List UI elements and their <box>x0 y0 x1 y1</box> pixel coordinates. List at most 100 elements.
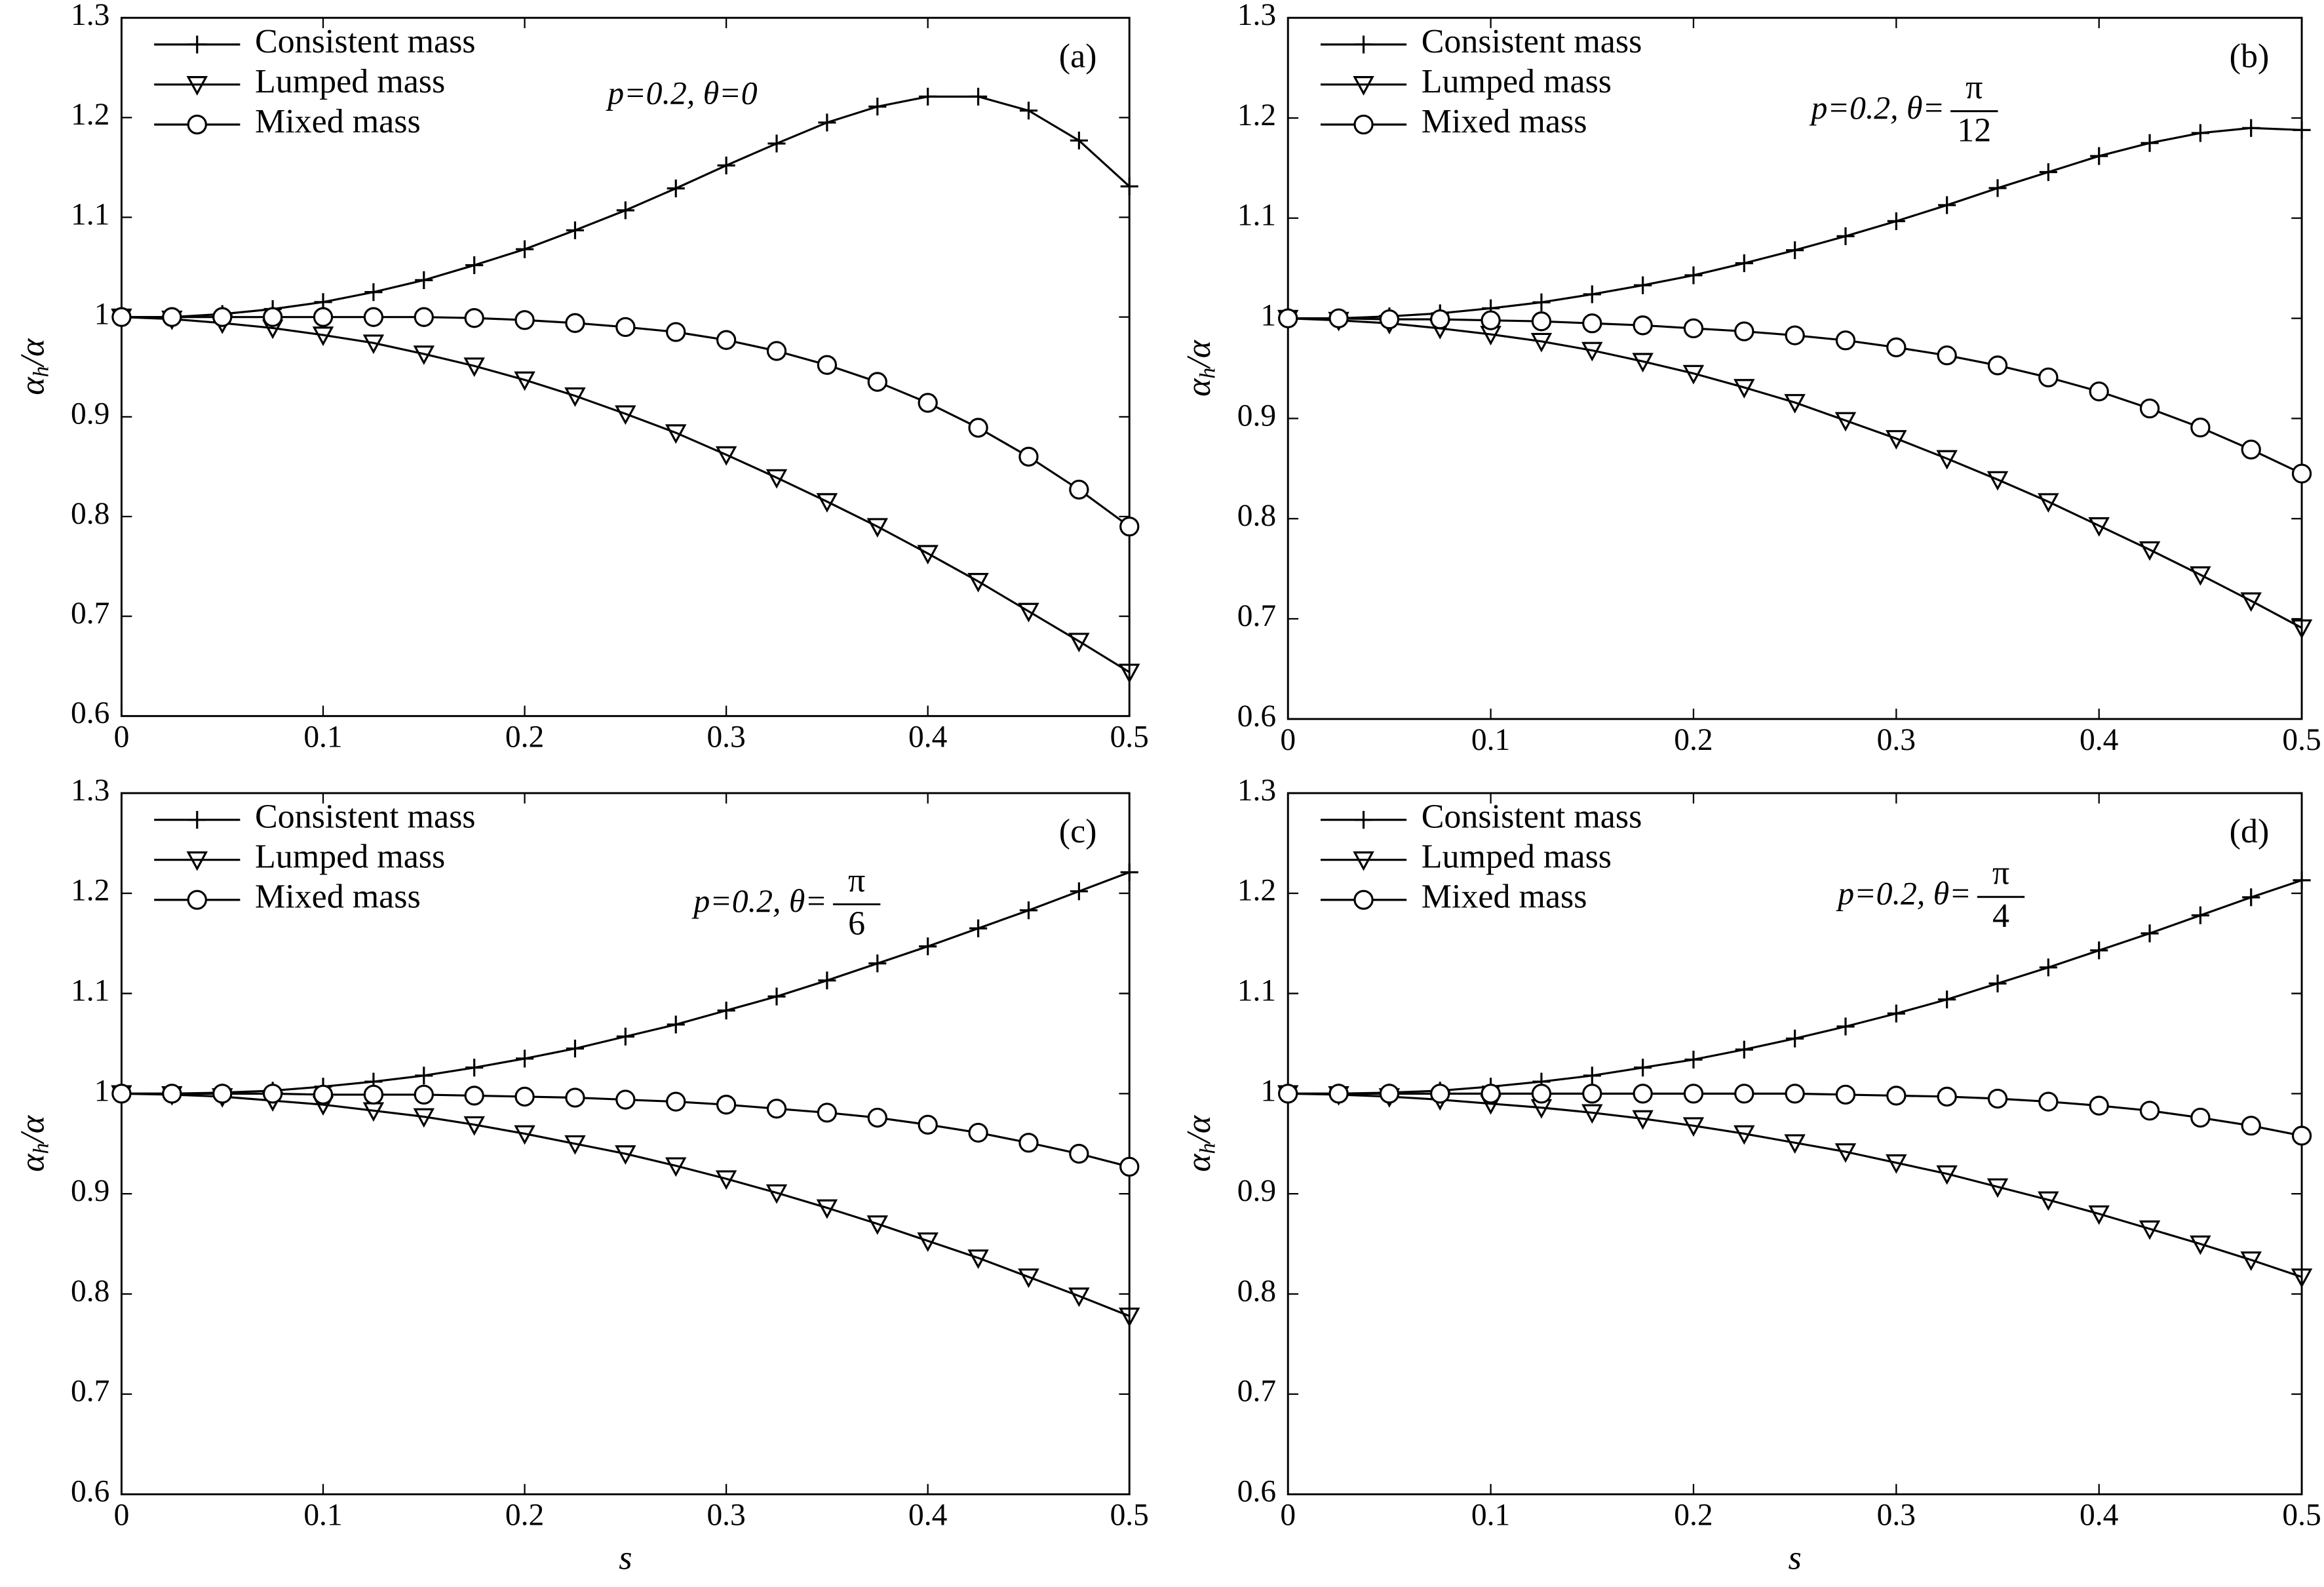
data-point <box>1119 517 1140 537</box>
data-point <box>2293 871 2311 890</box>
y-tick-label: 0.7 <box>71 1375 109 1409</box>
data-point <box>816 1199 838 1219</box>
data-point <box>1119 1156 1140 1177</box>
y-tick-label: 1.1 <box>71 973 109 1008</box>
data-point <box>1634 276 1652 294</box>
data-point <box>2089 1095 2109 1116</box>
x-tick-label: 0 <box>1280 1499 1296 1533</box>
data-point <box>1532 293 1551 311</box>
data-point <box>515 1049 534 1068</box>
data-point <box>615 405 636 425</box>
x-tick-label: 0.3 <box>1877 723 1916 757</box>
data-point <box>917 545 939 565</box>
data-point <box>2038 1091 2059 1112</box>
data-point <box>967 1249 989 1269</box>
data-point <box>1018 602 1039 623</box>
data-point <box>1682 1117 1705 1137</box>
data-point <box>615 1145 636 1165</box>
data-point <box>1069 1143 1089 1164</box>
legend-marker <box>1354 35 1373 54</box>
data-point <box>616 1027 634 1046</box>
x-tick-label: 0.2 <box>1674 1499 1713 1533</box>
data-point <box>2241 1116 2261 1136</box>
data-point <box>465 1059 484 1077</box>
data-point <box>2191 124 2209 142</box>
data-point <box>111 1084 132 1104</box>
y-label-base: α <box>14 1153 51 1172</box>
legend-marker <box>1353 76 1374 96</box>
data-point <box>415 271 433 289</box>
annotation: p=0.2, θ= <box>1810 90 1945 126</box>
data-point <box>1531 1084 1552 1104</box>
y-axis-label: αh/α <box>14 1114 53 1172</box>
data-point <box>1633 1084 1653 1104</box>
data-point <box>918 1114 938 1135</box>
data-point <box>414 1084 434 1105</box>
y-label-sub: h <box>1195 368 1220 379</box>
data-point <box>2139 541 2161 561</box>
data-point <box>866 518 889 538</box>
data-point <box>1834 412 1857 432</box>
legend-marker <box>188 811 206 829</box>
legend-label: Consistent mass <box>1422 23 1642 60</box>
data-point <box>1937 1086 1957 1107</box>
data-point <box>1328 1084 1349 1104</box>
data-point <box>1632 1110 1654 1130</box>
y-tick-label: 1.2 <box>1237 874 1276 908</box>
x-tick-label: 0.5 <box>1110 720 1149 754</box>
data-point <box>162 1084 182 1104</box>
data-point <box>566 221 585 239</box>
data-point <box>565 1087 585 1108</box>
data-point <box>464 308 484 328</box>
data-point <box>1735 254 1753 273</box>
x-tick-label: 0.1 <box>1471 723 1510 757</box>
x-tick-label: 0 <box>1280 723 1296 757</box>
y-tick-label: 0.7 <box>1237 599 1276 633</box>
data-point <box>2038 493 2059 513</box>
x-tick-label: 0.1 <box>303 720 342 754</box>
data-point <box>765 1184 788 1204</box>
data-point <box>967 573 989 593</box>
x-tick-label: 0.4 <box>2080 1499 2118 1533</box>
data-point <box>1018 1268 1039 1288</box>
data-point <box>313 307 334 327</box>
legend-marker <box>186 76 208 96</box>
data-point <box>1835 330 1856 351</box>
y-tick-label: 1.3 <box>1237 0 1276 32</box>
series-line <box>1288 317 2302 629</box>
data-point <box>1735 1040 1753 1059</box>
data-point <box>1634 1059 1652 1077</box>
data-point <box>615 317 636 338</box>
legend-label: Mixed mass <box>1422 103 1587 140</box>
y-tick-label: 1.2 <box>71 98 109 132</box>
data-point <box>1018 446 1039 467</box>
data-point <box>362 334 385 355</box>
x-tick-label: 0.3 <box>707 720 745 754</box>
data-point <box>818 971 836 990</box>
legend-label: Lumped mass <box>1422 63 1612 100</box>
legend-marker <box>187 890 207 910</box>
y-axis-label: αh/α <box>1180 339 1220 397</box>
data-point <box>564 1135 586 1155</box>
data-point <box>1278 308 1298 328</box>
data-point <box>968 418 988 438</box>
data-point <box>2089 382 2109 402</box>
panel-label: (d) <box>2230 813 2270 850</box>
data-point <box>1986 1178 2009 1198</box>
data-point <box>2190 1107 2211 1128</box>
legend-label: Consistent mass <box>1422 798 1642 836</box>
x-axis-label: s <box>619 1539 632 1577</box>
data-point <box>1119 1307 1140 1327</box>
data-point <box>1784 394 1806 414</box>
data-point <box>2038 367 2059 387</box>
annotation-numerator: π <box>1966 69 1983 106</box>
data-point <box>1684 1050 1703 1068</box>
data-point <box>1683 1084 1704 1104</box>
data-point <box>565 313 585 333</box>
x-tick-label: 0.5 <box>1110 1499 1149 1533</box>
data-point <box>413 1108 435 1128</box>
data-point <box>1886 1154 1907 1174</box>
data-point <box>1938 196 1956 214</box>
data-point <box>1481 310 1501 330</box>
y-axis-label: αh/α <box>1180 1114 1220 1172</box>
